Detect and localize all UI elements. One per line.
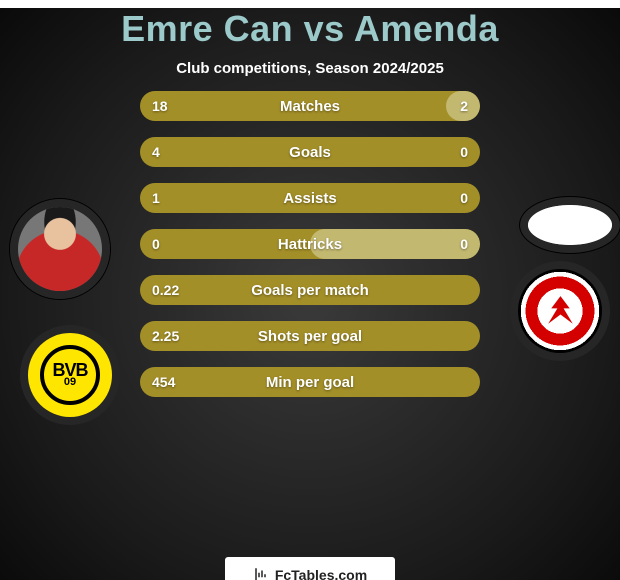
eagle-icon <box>542 293 579 330</box>
comparison-subtitle: Club competitions, Season 2024/2025 <box>0 60 620 77</box>
stat-label: Hattricks <box>140 229 480 259</box>
stat-bar-track: 0.22Goals per match <box>140 275 480 305</box>
stat-row: 2.25Shots per goal <box>140 321 480 351</box>
player-left-photo-placeholder <box>18 207 102 291</box>
stat-label: Goals per match <box>140 275 480 305</box>
stat-bar-track: 454Min per goal <box>140 367 480 397</box>
player-right-photo-placeholder <box>528 205 612 245</box>
stat-bar-track: 2.25Shots per goal <box>140 321 480 351</box>
stat-label: Goals <box>140 137 480 167</box>
stat-label: Min per goal <box>140 367 480 397</box>
stat-row: 40Goals <box>140 137 480 167</box>
stat-bar-track: 00Hattricks <box>140 229 480 259</box>
stat-row: 0.22Goals per match <box>140 275 480 305</box>
stat-bar-track: 182Matches <box>140 91 480 121</box>
player-left-photo <box>10 199 110 299</box>
stat-label: Matches <box>140 91 480 121</box>
bvb-crest-text-bottom: 09 <box>64 378 76 388</box>
stat-row: 454Min per goal <box>140 367 480 397</box>
stat-bar-track: 40Goals <box>140 137 480 167</box>
stat-label: Shots per goal <box>140 321 480 351</box>
comparison-content: BVB 09 182Matches 40Goals 10Assists 00Hattr… <box>0 91 620 551</box>
stat-row: 10Assists <box>140 183 480 213</box>
comparison-title: Emre Can vs Amenda <box>0 8 620 50</box>
club-crest-right <box>510 261 610 361</box>
site-badge-text: FcTables.com <box>275 567 367 580</box>
stat-bars: 182Matches 40Goals 10Assists 00Hattricks 0.2… <box>140 91 480 413</box>
site-badge[interactable]: FcTables.com <box>225 557 395 580</box>
club-crest-left: BVB 09 <box>20 325 120 425</box>
chart-icon <box>253 566 271 580</box>
player-right-photo <box>520 197 620 253</box>
stat-row: 00Hattricks <box>140 229 480 259</box>
stat-row: 182Matches <box>140 91 480 121</box>
sge-crest <box>518 269 602 353</box>
bvb-crest: BVB 09 <box>28 333 112 417</box>
stat-label: Assists <box>140 183 480 213</box>
stat-bar-track: 10Assists <box>140 183 480 213</box>
